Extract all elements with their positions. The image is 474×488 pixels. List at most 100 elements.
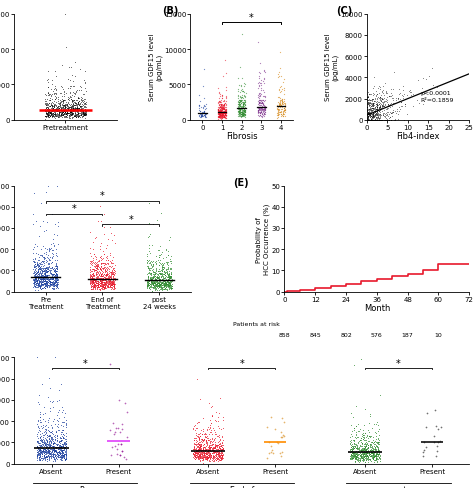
Point [60, 444, 68, 451]
Point [258, 106, 266, 114]
Point [369, 106, 377, 114]
Point [367, 448, 375, 456]
Point [109, 274, 117, 282]
Point [52, 251, 60, 259]
Point [44, 449, 51, 457]
Point [157, 281, 164, 289]
Point [218, 104, 225, 112]
Point [365, 451, 373, 459]
Point [35, 442, 43, 449]
Point [49, 446, 57, 454]
Point [358, 446, 365, 454]
Point [39, 281, 46, 288]
Point [31, 254, 38, 262]
Point [70, 111, 77, 119]
Point [210, 447, 218, 454]
Point [88, 281, 95, 289]
Point [35, 443, 42, 451]
Point [91, 278, 99, 286]
Point [96, 278, 104, 285]
Point [47, 279, 55, 287]
Point [145, 273, 152, 281]
Point [53, 105, 60, 113]
Point [217, 426, 225, 433]
Point [99, 264, 106, 272]
Point [359, 427, 366, 434]
Point [239, 107, 246, 115]
Point [76, 102, 83, 110]
Point [200, 446, 207, 453]
Point [212, 443, 219, 450]
Point [196, 443, 204, 451]
Point [364, 100, 371, 108]
Point [102, 279, 109, 286]
Point [38, 269, 46, 277]
Point [38, 272, 46, 280]
Point [108, 281, 115, 289]
Point [215, 451, 223, 459]
Point [81, 110, 88, 118]
Point [53, 274, 60, 282]
Point [82, 85, 89, 93]
Point [110, 282, 118, 289]
Point [66, 77, 74, 84]
Point [160, 274, 167, 282]
Point [362, 436, 370, 444]
Point [201, 451, 209, 459]
Point [158, 268, 165, 276]
Point [364, 117, 372, 124]
Point [241, 94, 249, 102]
Point [155, 270, 163, 278]
Point [196, 451, 204, 459]
Point [240, 101, 248, 108]
Point [383, 117, 391, 124]
Point [203, 432, 211, 440]
Point [52, 281, 60, 288]
Point [124, 434, 131, 442]
Point [363, 440, 371, 447]
Point [61, 109, 69, 117]
Point [115, 441, 122, 448]
Point [44, 272, 52, 280]
Point [200, 110, 207, 118]
Point [90, 281, 98, 289]
Point [155, 267, 163, 275]
Point [44, 458, 51, 466]
Point [239, 101, 247, 109]
Point [215, 109, 223, 117]
Point [65, 104, 73, 112]
Point [365, 110, 373, 118]
Point [64, 111, 71, 119]
Point [373, 455, 380, 463]
Point [106, 284, 113, 292]
Point [32, 241, 39, 249]
Point [61, 103, 69, 111]
Point [109, 281, 116, 289]
Point [108, 277, 116, 285]
Point [217, 446, 224, 453]
Point [376, 117, 384, 124]
Y-axis label: Probability of
HCC Occurrence (%): Probability of HCC Occurrence (%) [256, 203, 270, 275]
Point [367, 117, 375, 124]
Point [353, 434, 361, 442]
Point [207, 447, 215, 455]
Point [217, 443, 225, 450]
Point [67, 111, 75, 119]
Point [401, 117, 408, 124]
Point [36, 427, 44, 435]
Point [80, 90, 88, 98]
Point [41, 447, 48, 455]
Point [44, 280, 51, 288]
Point [166, 281, 173, 289]
Point [198, 446, 205, 454]
Point [364, 452, 371, 460]
Point [58, 452, 65, 460]
Point [97, 272, 105, 280]
Point [54, 280, 61, 288]
Point [205, 446, 212, 454]
Point [368, 102, 375, 109]
Point [259, 107, 267, 115]
Point [69, 107, 77, 115]
Point [199, 441, 207, 449]
Point [52, 90, 59, 98]
